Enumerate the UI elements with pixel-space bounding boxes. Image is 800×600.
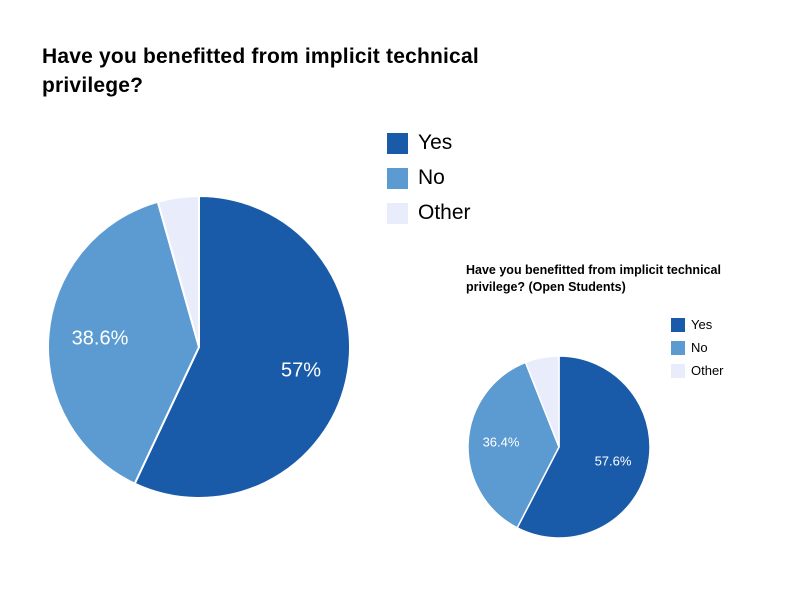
pie-slice-other xyxy=(524,355,560,448)
small-legend-swatch-other xyxy=(671,363,685,378)
small-legend-label-no: No xyxy=(691,340,708,355)
main-chart-legend: Yes No Other xyxy=(387,131,471,225)
main-legend-label-no: No xyxy=(418,166,445,189)
main-legend-swatch-other xyxy=(387,202,408,224)
main-legend-item-other: Other xyxy=(387,201,471,225)
main-legend-item-yes: Yes xyxy=(387,131,471,155)
pie-slice-no xyxy=(47,200,200,485)
small-pie-slice-label-no: 36.4% xyxy=(482,434,520,450)
main-pie-slice-label-yes: 57% xyxy=(280,359,322,382)
small-legend-swatch-yes xyxy=(671,317,685,332)
main-legend-swatch-no xyxy=(387,167,408,189)
small-legend-label-yes: Yes xyxy=(691,317,713,332)
small-legend-item-other: Other xyxy=(671,363,724,378)
small-pie-slice-label-yes: 57.6% xyxy=(594,453,632,469)
main-pie-slice-label-no: 38.6% xyxy=(71,327,129,350)
main-pie-chart xyxy=(47,195,351,499)
small-legend-item-yes: Yes xyxy=(671,317,724,332)
pie-slice-yes xyxy=(133,195,351,499)
main-legend-swatch-yes xyxy=(387,132,408,154)
pie-slice-yes xyxy=(516,355,651,539)
main-legend-label-other: Other xyxy=(418,201,471,224)
main-legend-label-yes: Yes xyxy=(418,131,453,154)
small-legend-label-other: Other xyxy=(691,363,724,378)
pie-slice-no xyxy=(467,361,560,529)
main-legend-item-no: No xyxy=(387,166,471,190)
main-chart-title: Have you benefitted from implicit techni… xyxy=(42,45,479,97)
small-legend-item-no: No xyxy=(671,340,724,355)
small-chart-title: Have you benefitted from implicit techni… xyxy=(466,263,721,294)
small-pie-chart xyxy=(467,355,651,539)
small-chart-legend: Yes No Other xyxy=(671,317,724,378)
pie-slice-other xyxy=(156,195,200,348)
small-legend-swatch-no xyxy=(671,340,685,355)
